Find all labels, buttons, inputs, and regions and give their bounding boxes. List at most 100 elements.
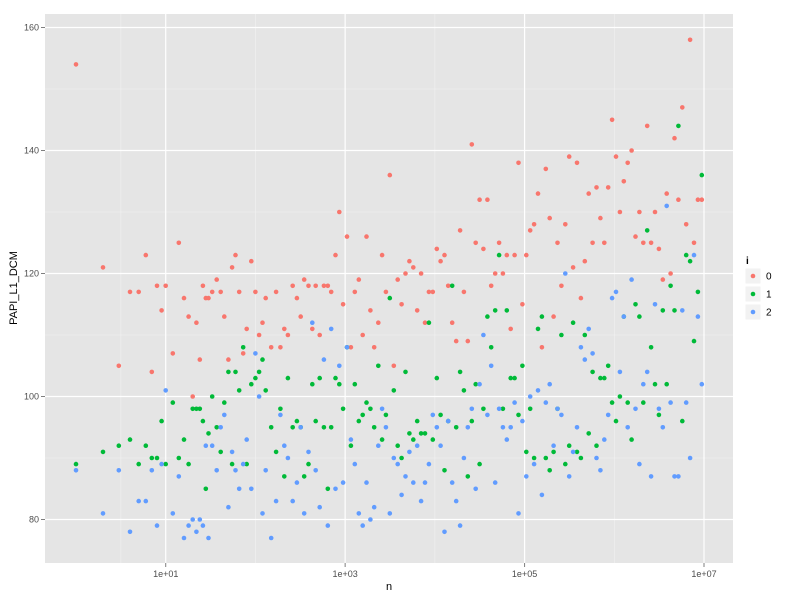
data-point xyxy=(648,345,654,350)
data-point xyxy=(176,474,182,479)
data-point xyxy=(143,252,149,258)
data-point xyxy=(644,369,650,375)
data-point xyxy=(691,252,697,258)
data-point xyxy=(244,326,249,332)
data-point xyxy=(190,517,195,522)
data-point xyxy=(539,314,545,319)
data-point xyxy=(282,326,287,332)
data-point xyxy=(461,289,467,295)
data-point xyxy=(445,283,451,289)
minor-gridlines xyxy=(45,14,733,563)
data-point xyxy=(149,455,155,461)
data-point xyxy=(578,455,584,461)
data-point xyxy=(127,437,133,442)
data-point xyxy=(233,369,238,375)
data-point xyxy=(426,461,432,467)
data-point xyxy=(352,289,358,295)
data-point xyxy=(170,351,176,356)
data-point xyxy=(547,381,552,387)
data-point xyxy=(371,345,377,350)
data-point xyxy=(469,418,475,424)
data-point xyxy=(100,511,106,516)
data-point xyxy=(438,443,443,449)
data-point xyxy=(194,406,199,412)
data-point xyxy=(256,369,262,375)
data-point xyxy=(340,406,346,412)
data-point xyxy=(387,295,393,301)
data-point xyxy=(582,258,588,264)
data-point xyxy=(570,320,576,326)
data-point xyxy=(383,412,389,418)
data-point xyxy=(629,148,634,153)
data-point xyxy=(73,461,79,467)
data-point xyxy=(695,197,701,202)
data-point xyxy=(535,191,541,196)
data-point xyxy=(233,468,238,473)
data-point xyxy=(551,449,556,455)
data-point xyxy=(229,265,235,270)
data-point xyxy=(325,523,331,528)
y-tick-label: 100 xyxy=(24,392,39,402)
data-point xyxy=(699,381,705,387)
data-point xyxy=(453,338,459,344)
data-point xyxy=(660,425,666,430)
data-point xyxy=(609,295,615,301)
data-point xyxy=(621,179,627,184)
data-point xyxy=(154,523,160,528)
data-point xyxy=(240,345,246,350)
data-point xyxy=(488,363,494,369)
data-point xyxy=(660,277,666,282)
data-point xyxy=(127,289,133,295)
data-point xyxy=(376,443,381,449)
data-point xyxy=(691,240,697,246)
data-point xyxy=(273,498,279,504)
data-point xyxy=(582,332,588,338)
data-point xyxy=(411,480,416,485)
data-point xyxy=(539,492,545,498)
data-point xyxy=(197,406,203,412)
data-point xyxy=(531,461,537,467)
data-point xyxy=(278,345,283,350)
data-point xyxy=(181,437,187,442)
series-0 xyxy=(73,37,705,399)
legend-label: 0 xyxy=(766,272,772,283)
data-point xyxy=(457,369,463,375)
data-point xyxy=(333,486,338,492)
data-point xyxy=(473,240,479,246)
data-point xyxy=(218,425,223,430)
data-point xyxy=(328,289,334,295)
data-point xyxy=(229,461,235,467)
data-point xyxy=(664,191,669,196)
data-point xyxy=(206,295,211,301)
data-point xyxy=(100,265,106,270)
data-point xyxy=(176,240,182,246)
data-point xyxy=(236,388,242,393)
data-point xyxy=(609,117,615,123)
data-point xyxy=(260,511,265,516)
data-point xyxy=(672,135,677,141)
data-point xyxy=(683,252,689,258)
data-point xyxy=(306,283,311,289)
data-point xyxy=(574,449,580,455)
data-point xyxy=(422,320,428,326)
data-point xyxy=(485,412,490,418)
data-point xyxy=(403,271,408,276)
data-point xyxy=(574,425,580,430)
data-point xyxy=(551,314,556,319)
data-point xyxy=(229,449,235,455)
data-point xyxy=(149,369,155,375)
legend-marker xyxy=(750,273,756,279)
data-point xyxy=(617,369,623,375)
y-tick-label: 80 xyxy=(29,515,39,525)
data-point xyxy=(672,474,677,479)
data-point xyxy=(159,461,164,467)
data-point xyxy=(442,468,447,473)
data-point xyxy=(461,455,467,461)
x-axis-title: n xyxy=(386,581,392,593)
data-point xyxy=(313,418,319,424)
data-point xyxy=(637,209,642,215)
data-point xyxy=(356,277,362,282)
data-point xyxy=(163,283,168,289)
data-point xyxy=(524,252,529,258)
data-point xyxy=(190,394,195,399)
